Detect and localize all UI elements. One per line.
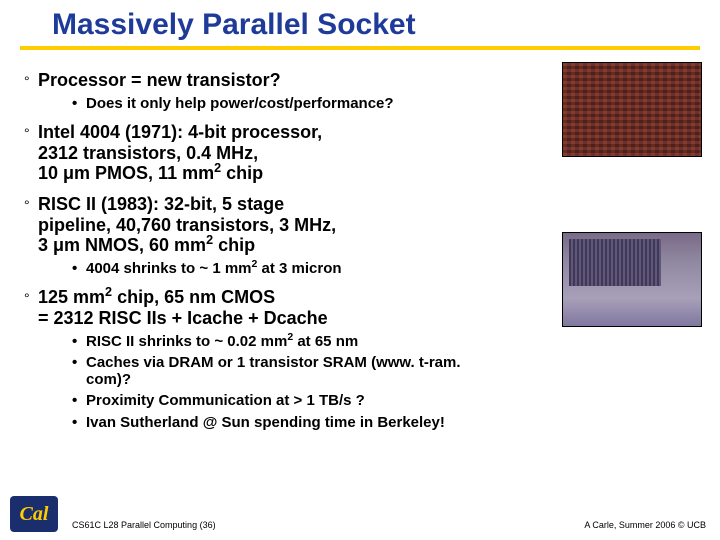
chip-photo-riscii — [562, 232, 702, 327]
bullet-4-sub-2: • Caches via DRAM or 1 transistor SRAM (… — [72, 354, 508, 389]
footer-right: A Carle, Summer 2006 © UCB — [584, 520, 706, 530]
degree-marker: ° — [24, 122, 38, 141]
subbullet-text: 4004 shrinks to ~ 1 mm2 at 3 micron — [86, 260, 342, 277]
dot-marker: • — [72, 260, 86, 277]
bullet-3: ° RISC II (1983): 32-bit, 5 stage pipeli… — [24, 194, 508, 256]
line: 2312 transistors, 0.4 MHz, — [38, 143, 258, 163]
subbullet-text: Proximity Communication at > 1 TB/s ? — [86, 392, 365, 409]
line-part: chip — [221, 163, 263, 183]
line-part: 3 μm NMOS, 60 mm — [38, 235, 206, 255]
bullet-text: 125 mm2 chip, 65 nm CMOS = 2312 RISC IIs… — [38, 287, 328, 328]
dot-marker: • — [72, 392, 86, 409]
cal-logo-text: Cal — [20, 503, 49, 526]
dot-marker: • — [72, 95, 86, 112]
dot-marker: • — [72, 333, 86, 350]
bullet-3-sub-1: • 4004 shrinks to ~ 1 mm2 at 3 micron — [72, 260, 508, 277]
dot-marker: • — [72, 354, 86, 371]
bullet-4-sub-1: • RISC II shrinks to ~ 0.02 mm2 at 65 nm — [72, 333, 508, 350]
chip-photo-4004 — [562, 62, 702, 157]
subbullet-text: RISC II shrinks to ~ 0.02 mm2 at 65 nm — [86, 333, 358, 350]
line-part: at 65 nm — [293, 333, 358, 350]
bullet-1: ° Processor = new transistor? — [24, 70, 508, 91]
bullet-text: Processor = new transistor? — [38, 70, 281, 91]
bullet-text: Intel 4004 (1971): 4-bit processor, 2312… — [38, 122, 322, 184]
superscript: 2 — [105, 285, 112, 299]
bullet-4: ° 125 mm2 chip, 65 nm CMOS = 2312 RISC I… — [24, 287, 508, 328]
line-part: 4004 shrinks to ~ 1 mm — [86, 260, 252, 277]
subbullet-text: Does it only help power/cost/performance… — [86, 95, 394, 112]
chip-4004-die — [563, 63, 701, 156]
subbullet-text: Ivan Sutherland @ Sun spending time in B… — [86, 414, 445, 431]
degree-marker: ° — [24, 194, 38, 213]
degree-marker: ° — [24, 287, 38, 306]
subbullet-text: Caches via DRAM or 1 transistor SRAM (ww… — [86, 354, 508, 389]
bullet-4-sub-3: • Proximity Communication at > 1 TB/s ? — [72, 392, 508, 409]
footer-left: CS61C L28 Parallel Computing (36) — [72, 520, 216, 530]
line-part: chip, 65 nm CMOS — [112, 287, 275, 307]
line-part: at 3 micron — [257, 260, 341, 277]
line-part: RISC II shrinks to ~ 0.02 mm — [86, 333, 287, 350]
bullet-text: RISC II (1983): 32-bit, 5 stage pipeline… — [38, 194, 336, 256]
degree-marker: ° — [24, 70, 38, 89]
bullet-2: ° Intel 4004 (1971): 4-bit processor, 23… — [24, 122, 508, 184]
line: RISC II (1983): 32-bit, 5 stage — [38, 194, 284, 214]
dot-marker: • — [72, 414, 86, 431]
line-part: 10 μm PMOS, 11 mm — [38, 163, 214, 183]
line-part: chip — [213, 235, 255, 255]
line-part: 125 mm — [38, 287, 105, 307]
slide-body: ° Processor = new transistor? • Does it … — [0, 50, 520, 431]
chip-riscii-die — [563, 233, 701, 326]
slide-title: Massively Parallel Socket — [0, 0, 720, 46]
cal-logo: Cal — [10, 496, 58, 532]
bullet-1-sub-1: • Does it only help power/cost/performan… — [72, 95, 508, 112]
bullet-4-sub-4: • Ivan Sutherland @ Sun spending time in… — [72, 414, 508, 431]
line: = 2312 RISC IIs + Icache + Dcache — [38, 308, 328, 328]
line: Intel 4004 (1971): 4-bit processor, — [38, 122, 322, 142]
line: pipeline, 40,760 transistors, 3 MHz, — [38, 215, 336, 235]
